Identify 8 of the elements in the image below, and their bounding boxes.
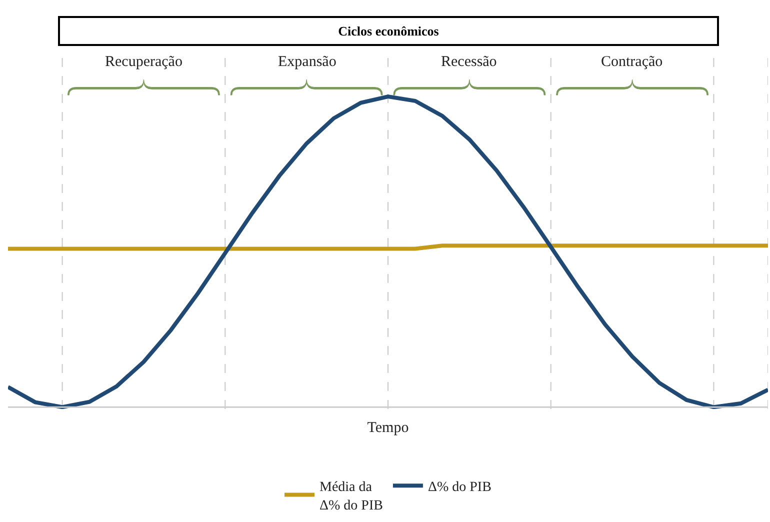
chart-title: Ciclos econômicos [338, 24, 439, 38]
x-axis-title: Tempo [367, 420, 409, 436]
text: Recuperação [105, 54, 182, 70]
legend-label: Δ% do PIB [428, 480, 492, 496]
text: Expansão [278, 54, 336, 70]
text: Contração [601, 54, 663, 70]
legend-label: Média da Δ% do PIB [320, 480, 383, 514]
text: Recessão [441, 54, 497, 70]
